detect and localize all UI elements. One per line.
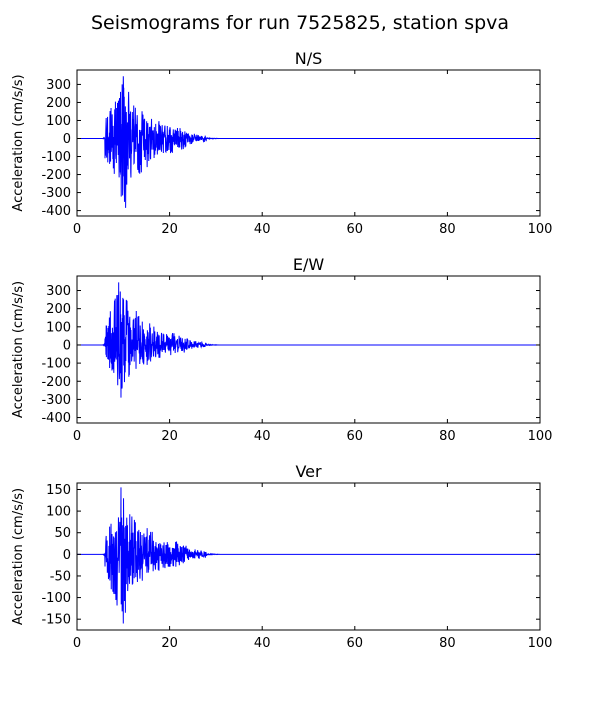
y-tick-label-ns: 200 (46, 96, 71, 111)
y-axis-label-ver: Acceleration (cm/s/s) (11, 488, 26, 625)
plot-frame-ver (76, 482, 541, 631)
y-tick-label-ns: -300 (41, 186, 71, 201)
x-tick-label-ns: 0 (73, 222, 81, 237)
x-tick-label-ew: 60 (347, 429, 364, 444)
y-tick-label-ver: 150 (46, 483, 71, 498)
y-tick-label-ew: -400 (41, 411, 71, 426)
y-tick-label-ver: -100 (41, 591, 71, 606)
y-tick-label-ns: -400 (41, 204, 71, 219)
y-tick-label-ver: 100 (46, 505, 71, 520)
seismogram-trace-ver (77, 487, 540, 624)
x-tick-label-ver: 20 (161, 636, 178, 651)
x-tick-label-ew: 0 (73, 429, 81, 444)
x-tick-label-ew: 80 (439, 429, 456, 444)
x-tick-label-ns: 40 (254, 222, 271, 237)
subplot-title-ns: N/S (295, 49, 323, 68)
x-tick-label-ver: 100 (528, 636, 553, 651)
y-tick-label-ew: -200 (41, 375, 71, 390)
y-tick-label-ns: 100 (46, 114, 71, 129)
y-axis-label-ew: Acceleration (cm/s/s) (11, 281, 26, 418)
figure-title: Seismograms for run 7525825, station spv… (91, 12, 509, 34)
x-tick-label-ew: 20 (161, 429, 178, 444)
seismogram-trace-ew (77, 282, 540, 398)
subplot-title-ew: E/W (293, 255, 325, 274)
plot-frame-ns (76, 69, 541, 217)
subplot-ns: N/S Acceleration (cm/s/s) 0 20 40 60 80 100 -400… (11, 49, 552, 237)
x-tick-label-ver: 0 (73, 636, 81, 651)
y-axis-label-ns: Acceleration (cm/s/s) (11, 74, 26, 211)
y-tick-label-ew: 100 (46, 320, 71, 335)
y-tick-label-ns: 0 (63, 132, 71, 147)
x-tick-label-ew: 40 (254, 429, 271, 444)
y-tick-label-ew: -300 (41, 393, 71, 408)
x-tick-label-ver: 80 (439, 636, 456, 651)
y-tick-label-ns: -200 (41, 168, 71, 183)
x-tick-label-ns: 80 (439, 222, 456, 237)
y-tick-label-ew: 200 (46, 302, 71, 317)
subplot-title-ver: Ver (295, 462, 322, 481)
plot-frame-ew (76, 275, 541, 424)
y-tick-label-ew: -100 (41, 357, 71, 372)
y-tick-label-ver: -50 (50, 569, 71, 584)
x-tick-label-ns: 100 (528, 222, 553, 237)
x-tick-label-ver: 60 (347, 636, 364, 651)
seismogram-trace-ns (77, 76, 540, 208)
subplots: N/S Acceleration (cm/s/s) 0 20 40 60 80 100 -400… (11, 49, 552, 651)
subplot-ver: Ver Acceleration (cm/s/s) 0 20 40 60 80 100 -150… (11, 462, 552, 651)
y-tick-label-ns: 300 (46, 78, 71, 93)
y-tick-label-ew: 300 (46, 284, 71, 299)
subplot-ew: E/W Acceleration (cm/s/s) 0 20 40 60 80 100 -400… (11, 255, 552, 444)
y-tick-label-ns: -100 (41, 150, 71, 165)
y-tick-label-ver: -150 (41, 613, 71, 628)
x-tick-label-ns: 60 (347, 222, 364, 237)
y-tick-label-ver: 50 (54, 526, 71, 541)
x-tick-label-ver: 40 (254, 636, 271, 651)
x-tick-label-ew: 100 (528, 429, 553, 444)
x-tick-label-ns: 20 (161, 222, 178, 237)
y-tick-label-ew: 0 (63, 338, 71, 353)
y-tick-label-ver: 0 (63, 548, 71, 563)
